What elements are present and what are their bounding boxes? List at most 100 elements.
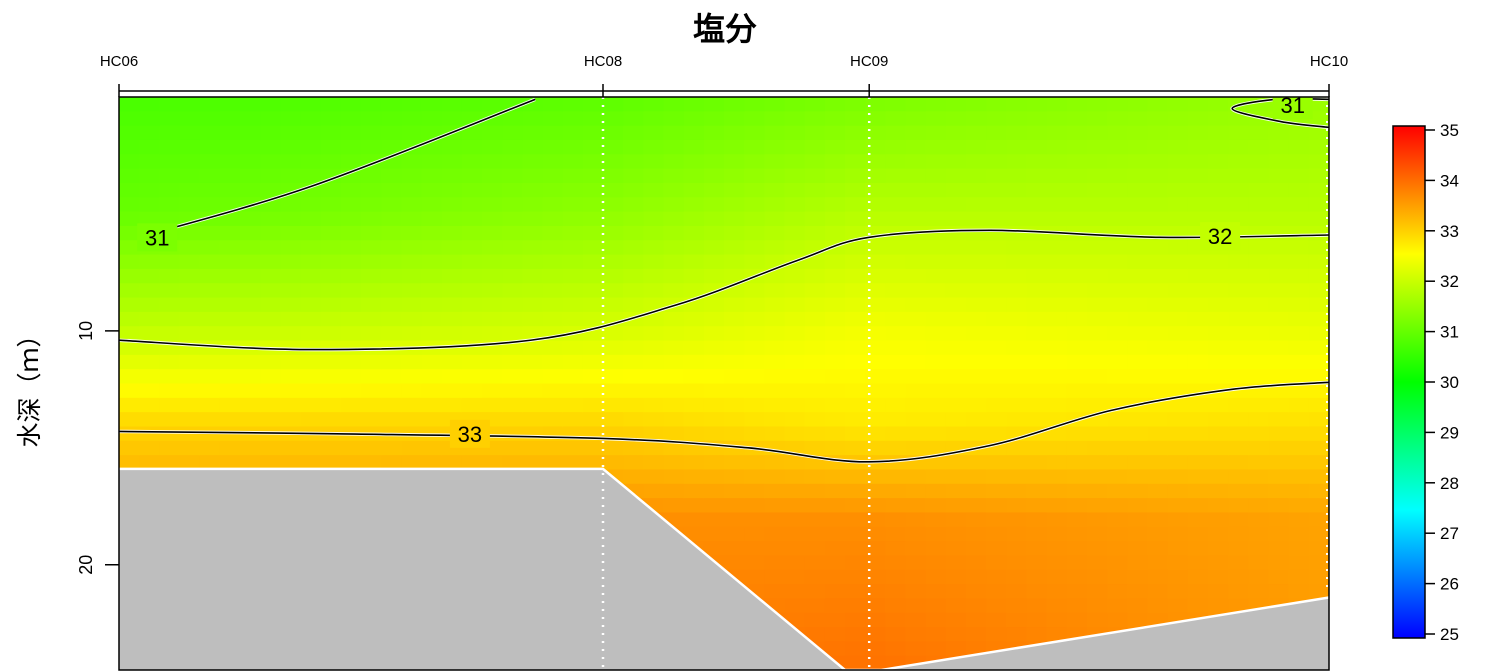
heat-cell: [784, 369, 806, 385]
contour-label-bg: [137, 223, 178, 252]
heat-cell: [1268, 412, 1290, 428]
heat-cell: [1087, 469, 1108, 485]
heat-cell: [1006, 584, 1028, 600]
heat-cell: [1167, 326, 1189, 342]
heat-cell: [1208, 268, 1229, 285]
heat-cell: [966, 182, 987, 199]
heat-cell: [1288, 526, 1310, 542]
heat-cell: [885, 397, 907, 413]
heat-cell: [804, 412, 826, 428]
heat-cell: [1026, 369, 1048, 385]
heat-cell: [1208, 555, 1229, 571]
heat-cell: [945, 369, 967, 385]
heat-cell: [663, 340, 685, 356]
heat-cell: [804, 254, 826, 270]
heat-cell: [139, 455, 161, 471]
heat-cell: [1268, 440, 1290, 456]
heat-cell: [1107, 283, 1129, 299]
heat-cell: [925, 512, 947, 528]
heat-cell: [1107, 584, 1129, 600]
heat-cell: [824, 498, 846, 514]
heat-cell: [845, 641, 866, 657]
heat-cell: [522, 139, 544, 156]
heat-cell: [1288, 182, 1310, 199]
heat-cell: [905, 512, 927, 528]
heat-cell: [764, 326, 786, 342]
heat-cell: [522, 340, 544, 356]
heat-cell: [1127, 498, 1149, 514]
heat-cell: [1087, 598, 1108, 614]
heat-cell: [441, 326, 463, 342]
heat-cell: [461, 97, 483, 113]
heat-cell: [1208, 97, 1229, 113]
heat-cell: [945, 182, 967, 199]
heat-cell: [1006, 469, 1028, 485]
heat-cell: [381, 211, 403, 227]
heat-cell: [1288, 326, 1310, 342]
heat-cell: [623, 354, 645, 370]
heat-cell: [865, 612, 887, 628]
heat-cell: [1026, 354, 1048, 370]
heat-cell: [643, 283, 665, 299]
heat-cell: [623, 211, 645, 227]
heat-cell: [1228, 326, 1250, 342]
heat-cell: [724, 326, 745, 342]
heat-cell: [441, 268, 463, 285]
heat-cell: [240, 383, 261, 399]
heat-cell: [945, 139, 967, 156]
heat-cell: [804, 182, 826, 199]
heat-cell: [925, 598, 947, 614]
heat-cell: [1107, 297, 1129, 313]
heat-cell: [663, 369, 685, 385]
heat-cell: [219, 354, 241, 370]
heat-cell: [1308, 584, 1329, 600]
heat-cell: [1107, 369, 1129, 385]
heat-cell: [986, 612, 1008, 628]
heat-cell: [1127, 97, 1149, 113]
heat-cell: [1208, 182, 1229, 199]
heat-cell: [1127, 254, 1149, 270]
heat-cell: [945, 469, 967, 485]
heat-cell: [905, 97, 927, 113]
heat-cell: [401, 397, 423, 413]
heat-cell: [441, 311, 463, 327]
heat-cell: [320, 139, 342, 156]
heat-cell: [1006, 354, 1028, 370]
heat-cell: [885, 383, 907, 399]
heat-cell: [925, 111, 947, 127]
heat-cell: [441, 297, 463, 313]
heat-cell: [784, 555, 806, 571]
heat-cell: [340, 440, 362, 456]
heat-cell: [986, 240, 1008, 256]
heat-cell: [885, 168, 907, 184]
heat-cell: [724, 526, 745, 542]
heat-cell: [1147, 469, 1169, 485]
heat-cell: [401, 197, 423, 213]
heat-cell: [1208, 440, 1229, 456]
heat-cell: [643, 125, 665, 141]
heat-cell: [1248, 584, 1270, 600]
heat-cell: [945, 111, 967, 127]
heat-cell: [421, 254, 443, 270]
heat-cell: [1308, 340, 1329, 356]
heat-cell: [824, 612, 846, 628]
heat-cell: [522, 268, 544, 285]
heat-cell: [582, 125, 604, 141]
heat-cell: [522, 111, 544, 127]
heat-cell: [724, 541, 745, 557]
heat-cell: [139, 283, 161, 299]
heat-cell: [461, 297, 483, 313]
heat-cell: [340, 211, 362, 227]
heat-cell: [623, 225, 645, 242]
heat-cell: [1208, 569, 1229, 585]
heat-cell: [865, 340, 887, 356]
heat-cell: [885, 154, 907, 170]
heat-cell: [199, 139, 221, 156]
heat-cell: [1187, 311, 1209, 327]
heat-cell: [945, 211, 967, 227]
heat-cell: [219, 168, 241, 184]
heat-cell: [824, 627, 846, 643]
heat-cell: [179, 397, 201, 413]
heat-cell: [340, 397, 362, 413]
heat-cell: [1026, 627, 1048, 643]
